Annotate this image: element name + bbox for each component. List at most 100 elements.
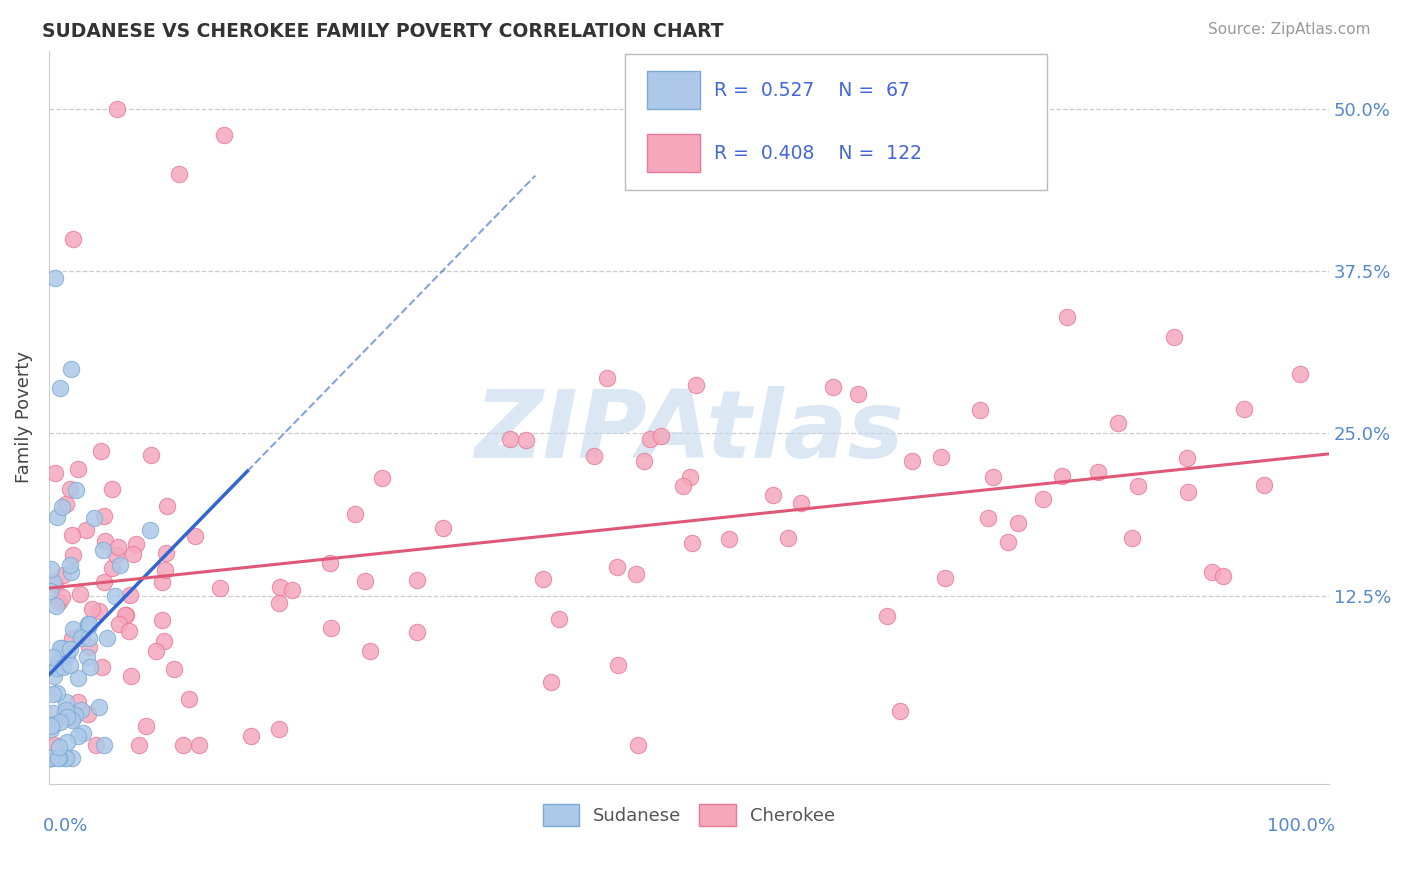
Point [104, 589, 127, 603]
Point [790, 496, 813, 510]
Point [582, 450, 605, 464]
Point [889, 704, 911, 718]
Point [150, 613, 173, 627]
Point [240, 729, 263, 743]
Point [44, 467, 66, 481]
Point [499, 432, 522, 446]
Point [55, 695, 77, 709]
Point [55, 497, 77, 511]
Point [977, 511, 1000, 525]
Point [762, 488, 785, 502]
Point [39, 751, 62, 765]
Point [77, 631, 100, 645]
Point [51, 591, 73, 605]
Point [39, 751, 62, 765]
Point [45, 510, 67, 524]
Point [48, 739, 70, 754]
Point [1032, 491, 1054, 506]
Point [39, 718, 62, 732]
Point [75, 524, 97, 538]
Point [900, 453, 922, 467]
Point [120, 668, 142, 682]
Point [981, 470, 1004, 484]
Point [267, 595, 290, 609]
Point [717, 533, 740, 547]
Point [65, 483, 87, 498]
Point [929, 450, 952, 465]
Point [607, 657, 630, 672]
Point [1253, 477, 1275, 491]
Point [42, 717, 65, 731]
Point [269, 580, 291, 594]
Point [44, 578, 66, 592]
Point [53, 751, 76, 765]
Point [41, 706, 63, 720]
Point [94, 533, 117, 548]
Point [48, 381, 70, 395]
Point [55, 735, 77, 749]
Point [62, 232, 84, 246]
Point [42, 650, 65, 665]
Point [39, 751, 62, 765]
Point [62, 622, 84, 636]
Point [679, 470, 702, 484]
Point [1288, 367, 1310, 381]
Point [60, 713, 83, 727]
Point [60, 751, 83, 765]
Point [997, 534, 1019, 549]
Point [51, 567, 73, 582]
Point [93, 738, 115, 752]
Point [846, 387, 869, 401]
Point [167, 167, 190, 181]
Point [59, 361, 82, 376]
Point [44, 270, 66, 285]
Point [42, 688, 65, 702]
Point [42, 669, 65, 683]
Point [1177, 451, 1199, 466]
Point [114, 608, 136, 623]
Point [121, 547, 143, 561]
Point [39, 751, 62, 765]
Point [59, 483, 82, 497]
Point [1233, 402, 1256, 417]
Point [96, 631, 118, 645]
Point [105, 102, 128, 116]
Point [156, 499, 179, 513]
Point [150, 575, 173, 590]
Point [49, 715, 72, 730]
Point [540, 675, 562, 690]
Point [83, 511, 105, 525]
Point [80, 601, 103, 615]
Point [139, 523, 162, 537]
Point [145, 644, 167, 658]
Point [1107, 416, 1129, 430]
Point [79, 660, 101, 674]
Point [86, 738, 108, 752]
Point [184, 529, 207, 543]
Point [67, 462, 90, 476]
Point [89, 604, 111, 618]
FancyBboxPatch shape [624, 54, 1047, 190]
Legend: Sudanese, Cherokee: Sudanese, Cherokee [536, 797, 842, 833]
Point [52, 660, 75, 674]
Point [58, 641, 80, 656]
Point [62, 711, 84, 725]
Point [51, 640, 73, 655]
Point [281, 582, 304, 597]
Point [45, 599, 67, 614]
Point [267, 723, 290, 737]
Point [49, 641, 72, 656]
Point [59, 657, 82, 672]
Point [91, 543, 114, 558]
Point [633, 454, 655, 468]
Point [650, 429, 672, 443]
FancyBboxPatch shape [647, 71, 700, 110]
Point [187, 738, 209, 752]
Point [627, 738, 650, 752]
Point [108, 616, 131, 631]
Text: SUDANESE VS CHEROKEE FAMILY POVERTY CORRELATION CHART: SUDANESE VS CHEROKEE FAMILY POVERTY CORR… [42, 22, 724, 41]
Point [128, 738, 150, 752]
Point [101, 482, 124, 496]
Point [63, 708, 86, 723]
Point [114, 607, 136, 622]
